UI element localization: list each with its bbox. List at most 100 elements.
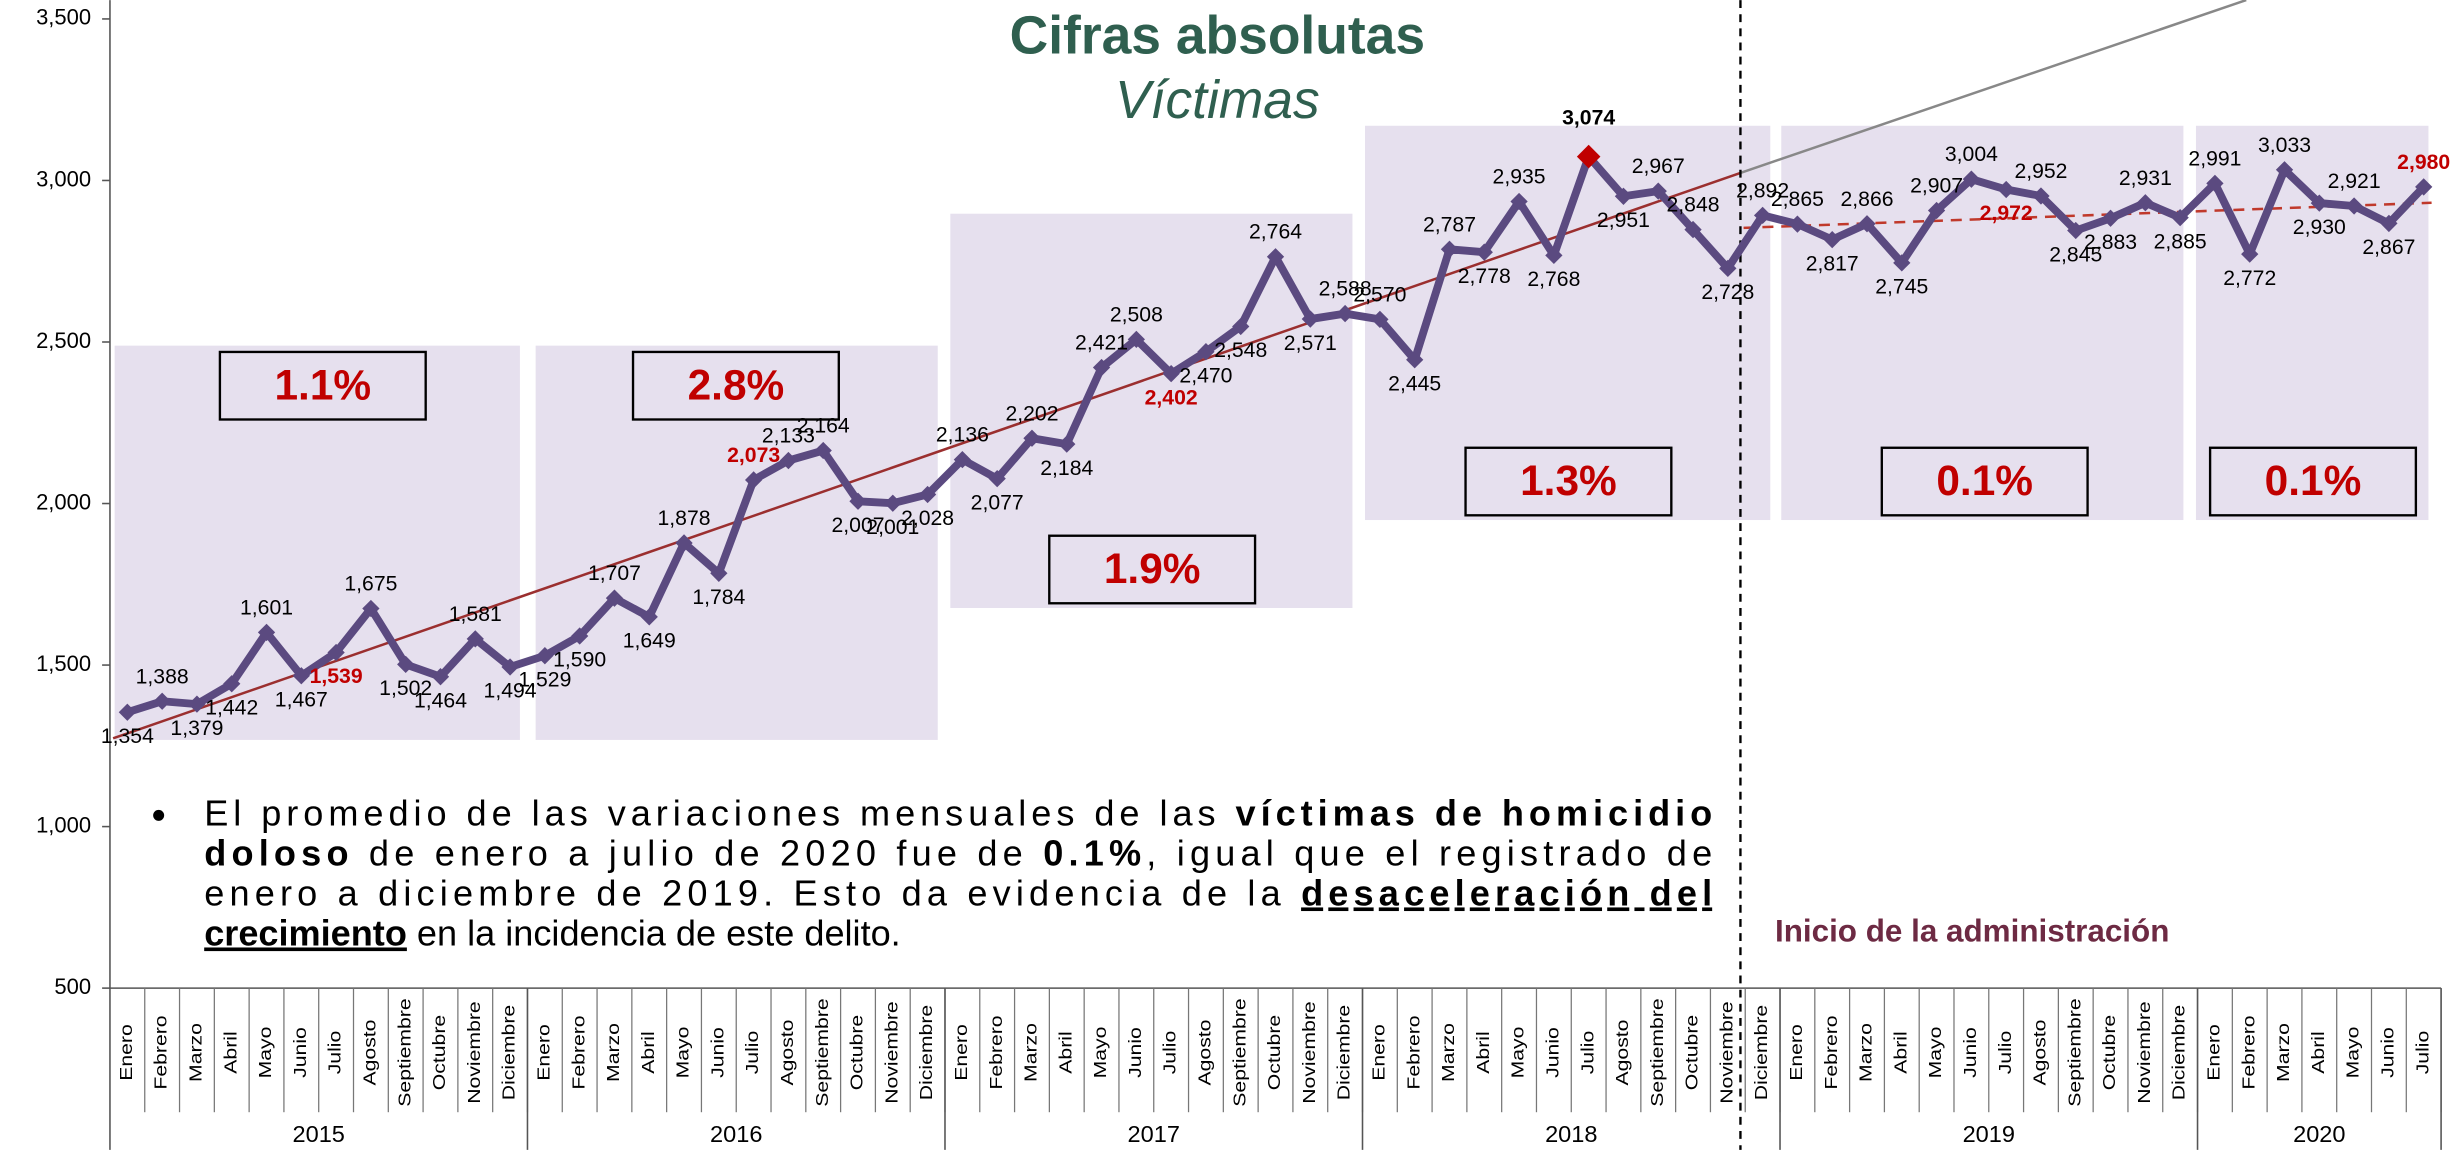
- data-label: 2,951: [1597, 209, 1650, 232]
- data-label: 2,402: [1145, 386, 1198, 409]
- x-tick-label: Marzo: [604, 1023, 624, 1082]
- data-label: 1,784: [692, 586, 745, 609]
- data-label: 2,787: [1423, 213, 1476, 236]
- x-tick-label: Abril: [639, 1031, 659, 1073]
- x-tick-label: Mayo: [1926, 1027, 1946, 1079]
- data-marker: [397, 655, 415, 674]
- year-shade: [114, 345, 520, 740]
- data-marker: [779, 451, 798, 470]
- data-label: 2,421: [1075, 332, 1128, 355]
- data-label: 2,136: [936, 424, 989, 447]
- data-marker: [1510, 192, 1528, 211]
- data-label: 2,508: [1110, 303, 1163, 326]
- data-label: 1,354: [101, 725, 154, 748]
- x-tick-label: Julio: [1578, 1031, 1598, 1075]
- data-label: 3,033: [2258, 134, 2311, 157]
- x-tick-label: Junio: [708, 1027, 728, 1078]
- x-tick-label: Abril: [1056, 1031, 1076, 1073]
- trend-line: [112, 171, 1741, 740]
- data-marker: [118, 703, 136, 721]
- data-marker: [1684, 220, 1702, 239]
- data-label: 2,570: [1353, 283, 1406, 306]
- data-marker: [501, 658, 519, 676]
- data-marker: [1962, 170, 1981, 188]
- admin-label: Inicio de la administración: [1775, 913, 2169, 948]
- data-label: 2,133: [762, 425, 815, 448]
- data-marker: [1788, 215, 1807, 233]
- x-tick-label: Agosto: [1195, 1020, 1215, 1086]
- data-label: 1,590: [553, 649, 606, 672]
- data-marker: [1440, 240, 1459, 258]
- x-tick-label: Junio: [1543, 1027, 1563, 1078]
- x-tick-label: Febrero: [1404, 1015, 1424, 1089]
- data-label: 2,848: [1667, 194, 1720, 217]
- data-marker: [953, 450, 972, 469]
- year-label: 2020: [2293, 1121, 2345, 1147]
- data-marker: [1614, 187, 1633, 205]
- data-label: 1,649: [623, 630, 676, 653]
- growth-label: 0.1%: [2265, 457, 2362, 504]
- data-marker: [1719, 259, 1737, 277]
- data-marker: [1997, 180, 2015, 199]
- note-line: crecimiento en la incidencia de este del…: [204, 912, 901, 953]
- x-tick-label: Mayo: [256, 1027, 276, 1079]
- data-marker: [223, 675, 241, 693]
- data-label: 1,601: [240, 596, 293, 619]
- data-marker: [1127, 330, 1145, 349]
- data-label: 1,581: [449, 603, 502, 626]
- y-tick-label: 3,000: [36, 166, 91, 191]
- x-tick-label: Octubre: [1682, 1015, 1702, 1090]
- data-label: 2,768: [1527, 268, 1580, 291]
- data-marker: [849, 492, 867, 510]
- data-label: 2,588: [1319, 278, 1372, 301]
- data-marker: [1336, 304, 1354, 323]
- x-tick-label: Enero: [1369, 1024, 1389, 1081]
- data-label: 2,184: [1040, 457, 1093, 480]
- data-marker: [1927, 201, 1946, 220]
- data-marker: [188, 695, 206, 713]
- x-tick-label: Octubre: [847, 1015, 867, 1090]
- data-marker: [2241, 245, 2259, 263]
- x-tick-label: Mayo: [1091, 1027, 1111, 1079]
- note-line: El promedio de las variaciones mensuales…: [204, 792, 1712, 833]
- x-tick-label: Mayo: [1508, 1027, 1528, 1079]
- x-tick-label: Septiembre: [395, 998, 415, 1106]
- note-text: 0.1%: [1043, 832, 1141, 873]
- data-label: 2,001: [866, 516, 919, 539]
- note-text: desaceleración del: [1301, 872, 1712, 913]
- y-tick-label: 2,500: [36, 328, 91, 353]
- data-label: 3,074: [1562, 106, 1615, 129]
- x-tick-label: Septiembre: [813, 998, 833, 1106]
- growth-box: [218, 350, 427, 421]
- growth-label: 2.8%: [688, 361, 785, 408]
- data-label: 2,991: [2188, 147, 2241, 170]
- x-tick-label: Febrero: [2239, 1015, 2259, 1089]
- x-tick-label: Junio: [2378, 1027, 2398, 1078]
- x-tick-label: Abril: [2309, 1031, 2329, 1073]
- data-label: 1,388: [136, 665, 189, 688]
- data-label: 2,772: [2223, 267, 2276, 290]
- x-tick-label: Agosto: [778, 1020, 798, 1086]
- data-label: 2,980: [2397, 151, 2450, 174]
- data-label: 2,931: [2119, 167, 2172, 190]
- x-tick-label: Septiembre: [1230, 998, 1250, 1106]
- data-label: 1,464: [414, 689, 467, 712]
- data-marker: [571, 627, 589, 645]
- data-label: 2,907: [1910, 175, 1963, 198]
- data-label: 1,539: [310, 665, 363, 688]
- data-marker: [431, 668, 450, 686]
- x-tick-label: Abril: [221, 1031, 241, 1073]
- x-tick-label: Noviembre: [1717, 1001, 1737, 1103]
- data-label: 1,467: [275, 688, 328, 711]
- x-tick-label: Agosto: [360, 1020, 380, 1086]
- growth-box: [2208, 446, 2418, 517]
- year-label: 2016: [710, 1121, 762, 1147]
- data-label: 2,867: [2362, 236, 2415, 259]
- note-text: víctimas de homicidio: [1236, 792, 1713, 833]
- growth-label: 1.3%: [1520, 457, 1617, 504]
- data-label: 2,866: [1840, 188, 1893, 211]
- note-line: doloso de enero a julio de 2020 fue de 0…: [204, 832, 1712, 873]
- y-tick-label: 1,500: [36, 651, 91, 676]
- x-tick-label: Octubre: [1265, 1015, 1285, 1090]
- y-tick-label: 500: [54, 974, 91, 999]
